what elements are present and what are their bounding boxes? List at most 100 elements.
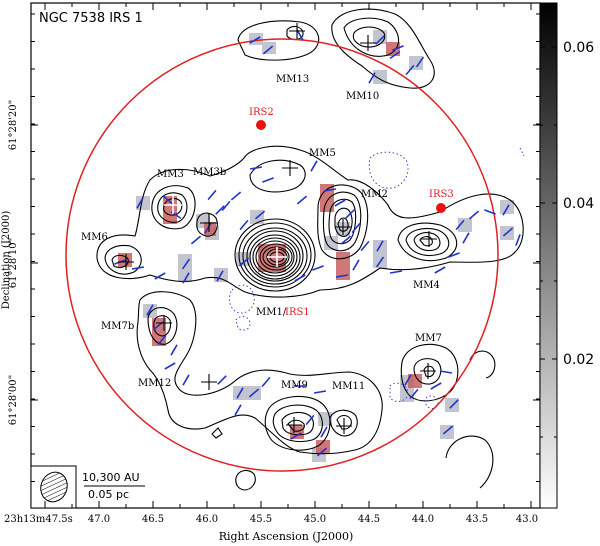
- polarization-vector: [216, 270, 224, 282]
- x-tick-label: 45.0: [304, 514, 326, 525]
- polarization-vector: [455, 219, 465, 231]
- x-tick-label: 46.5: [142, 514, 164, 525]
- polarization-vector: [368, 72, 376, 84]
- white-crosses: [164, 196, 287, 267]
- x-axis-label: Right Ascension (J2000): [219, 530, 354, 543]
- polarization-vector: [261, 376, 271, 388]
- polarization-vector: [254, 210, 266, 220]
- polarization-vector: [310, 160, 318, 172]
- x-tick-labels: 23h13m47.5s 47.0 46.5 46.0 45.5 45.0 44.…: [4, 514, 538, 525]
- polarization-vector: [239, 219, 249, 231]
- polarization-vector: [182, 374, 190, 386]
- label-irs1: IRS1: [285, 307, 310, 318]
- polarization-vector: [154, 272, 166, 280]
- label-mm7b: MM11: [332, 381, 365, 392]
- label-mm4: MM4: [413, 280, 440, 291]
- polarization-vector: [439, 370, 453, 374]
- y-tick-label: 61°28'20": [8, 100, 19, 151]
- polarization-vector: [392, 45, 404, 51]
- x-tick-label: 44.5: [358, 514, 380, 525]
- polarization-vector: [157, 334, 167, 346]
- colorbar-ticks: [540, 46, 557, 438]
- polarization-vector: [430, 382, 442, 390]
- polarization-vector: [484, 209, 496, 215]
- polarization-vector: [449, 399, 459, 409]
- label-mm6: MM6: [81, 232, 108, 243]
- polarization-vector: [334, 199, 346, 207]
- contours: [96, 8, 524, 491]
- label-mm9: MM7: [415, 333, 442, 344]
- polarization-vector: [221, 200, 231, 212]
- label-mm5: MM5: [309, 148, 336, 159]
- polarization-vector: [204, 222, 212, 234]
- polarization-vector: [207, 189, 217, 201]
- colorbar-tick-label: 0.02: [563, 352, 594, 368]
- polarization-vector: [468, 210, 480, 220]
- polarization-vector: [405, 64, 415, 76]
- label-mm3b: MM3b: [193, 167, 226, 178]
- polarization-vector: [262, 45, 274, 55]
- polarization-vector: [164, 362, 176, 370]
- polarization-vector: [313, 390, 327, 394]
- polarization-vector: [181, 258, 191, 270]
- polarization-vector: [352, 259, 360, 271]
- label-mm7: MM9: [281, 380, 308, 391]
- polarization-vector: [442, 425, 454, 435]
- polarization-vector: [376, 240, 384, 252]
- polarization-vector: [340, 235, 352, 245]
- polarization-vector: [389, 50, 401, 60]
- x-tick-label: 46.0: [196, 514, 218, 525]
- label-mm13: MM13: [276, 74, 309, 85]
- polarization-vector: [262, 177, 274, 183]
- polarization-vector: [462, 232, 470, 244]
- polarization-vector: [238, 257, 250, 267]
- polarization-vector: [305, 414, 315, 426]
- label-mm2: MM2: [361, 189, 388, 200]
- label-mm11: MM10: [346, 91, 379, 102]
- polarization-vector: [434, 266, 446, 274]
- x-tick-label: 45.5: [250, 514, 272, 525]
- irs3-marker: [436, 203, 446, 213]
- irs2-marker: [256, 120, 266, 130]
- polarization-vector: [234, 404, 242, 416]
- polarization-vector: [296, 195, 308, 205]
- y-axis-label: Declination (J2000): [1, 211, 12, 310]
- source-labels: MM13 MM10 MM3 MM3b MM5 MM2 MM6 MM4 MM1/ …: [81, 74, 442, 392]
- polarization-vector: [190, 235, 202, 245]
- polarization-vector: [448, 252, 460, 258]
- y-tick-labels: 61°28'20" 61°28'10" 61°28'00": [8, 100, 19, 426]
- polarization-vector: [502, 204, 510, 216]
- y-tick-label: 61°28'10": [8, 238, 19, 289]
- polarization-vector: [389, 270, 403, 274]
- polarization-vector: [249, 166, 263, 170]
- polarization-vector: [375, 256, 385, 268]
- polarization-vector: [248, 388, 260, 398]
- polarization-vector: [515, 234, 521, 246]
- beam-ellipse: [40, 471, 68, 503]
- label-mm12: MM12: [138, 378, 171, 389]
- polarization-vector: [502, 227, 514, 237]
- polarization-vector: [215, 205, 225, 215]
- polarization-vector: [323, 188, 337, 192]
- label-mm3: MM3: [157, 169, 184, 180]
- polarization-vector: [162, 195, 174, 205]
- polarization-vector: [170, 344, 178, 356]
- x-ticks: [44, 3, 532, 508]
- x-tick-label: 43.0: [516, 514, 538, 525]
- polarization-vector: [136, 197, 144, 209]
- polarization-vector: [320, 426, 328, 438]
- polarization-vector: [312, 265, 324, 271]
- scalebar-pc: 0.05 pc: [88, 488, 129, 501]
- irs-labels: IRS2 IRS3 IRS1: [249, 107, 454, 318]
- y-tick-label: 61°28'00": [8, 375, 19, 426]
- label-irs3: IRS3: [429, 189, 454, 200]
- polarization-vector: [316, 447, 328, 457]
- polarization-vector: [146, 304, 154, 316]
- polarization-vector: [182, 272, 190, 284]
- x-tick-label: 43.5: [466, 514, 488, 525]
- polarization-vector: [415, 56, 425, 68]
- polarization-vector: [351, 222, 361, 234]
- x-tick-label: 44.0: [412, 514, 434, 525]
- polarization-vector: [360, 240, 370, 252]
